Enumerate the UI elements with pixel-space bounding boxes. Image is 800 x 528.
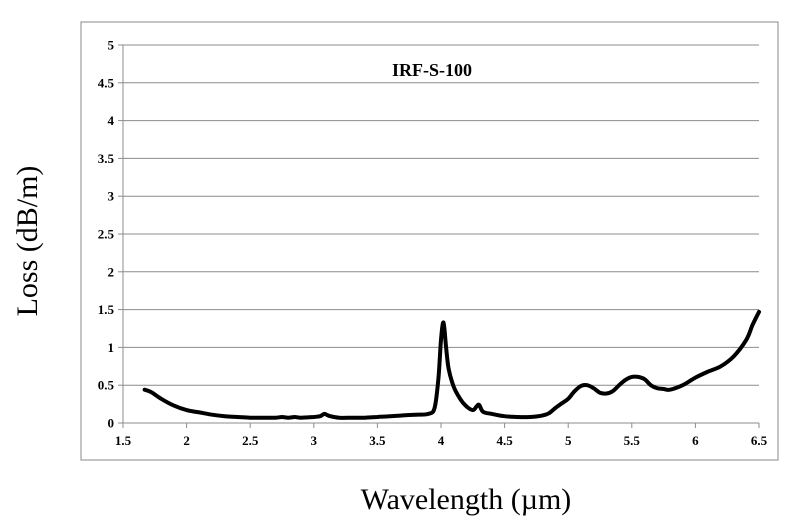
y-tick-label: 2.5 — [98, 227, 115, 242]
x-tick-label: 6 — [692, 433, 699, 448]
x-axis-label: Wavelength (µm) — [361, 483, 572, 516]
y-tick-labels: 0 0.5 1 1.5 2 2.5 3 3.5 4 4.5 5 — [98, 38, 115, 431]
x-tick-label: 3 — [311, 433, 318, 448]
y-tick-label: 0.5 — [98, 378, 115, 393]
x-tick-label: 5.5 — [624, 433, 641, 448]
x-tick-label: 2.5 — [242, 433, 259, 448]
chart-title: IRF-S-100 — [392, 60, 472, 80]
y-tick-label: 5 — [108, 38, 115, 53]
plot-frame — [80, 21, 779, 461]
x-tick-label: 3.5 — [369, 433, 386, 448]
x-tick-label: 6.5 — [751, 433, 768, 448]
y-tick-label: 1 — [108, 340, 115, 355]
y-tick-label: 3.5 — [98, 151, 115, 166]
x-tick-label: 2 — [183, 433, 190, 448]
x-tick-label: 5 — [565, 433, 572, 448]
y-tick-label: 1.5 — [98, 302, 115, 317]
y-tick-label: 4.5 — [98, 75, 115, 90]
y-tick-label: 4 — [108, 113, 115, 128]
x-tick-label: 1.5 — [115, 433, 132, 448]
gridlines — [118, 44, 759, 424]
y-tick-label: 3 — [108, 189, 115, 204]
y-tick-label: 2 — [108, 264, 115, 279]
x-tick-label: 4 — [438, 433, 445, 448]
x-tick-labels: 1.5 2 2.5 3 3.5 4 4.5 5 5.5 6 6.5 — [115, 433, 768, 448]
x-tick-label: 4.5 — [496, 433, 513, 448]
axes — [122, 45, 760, 428]
y-tick-label: 0 — [108, 416, 115, 431]
series-line — [142, 309, 761, 420]
y-axis-label: Loss (dB/m) — [11, 166, 44, 317]
